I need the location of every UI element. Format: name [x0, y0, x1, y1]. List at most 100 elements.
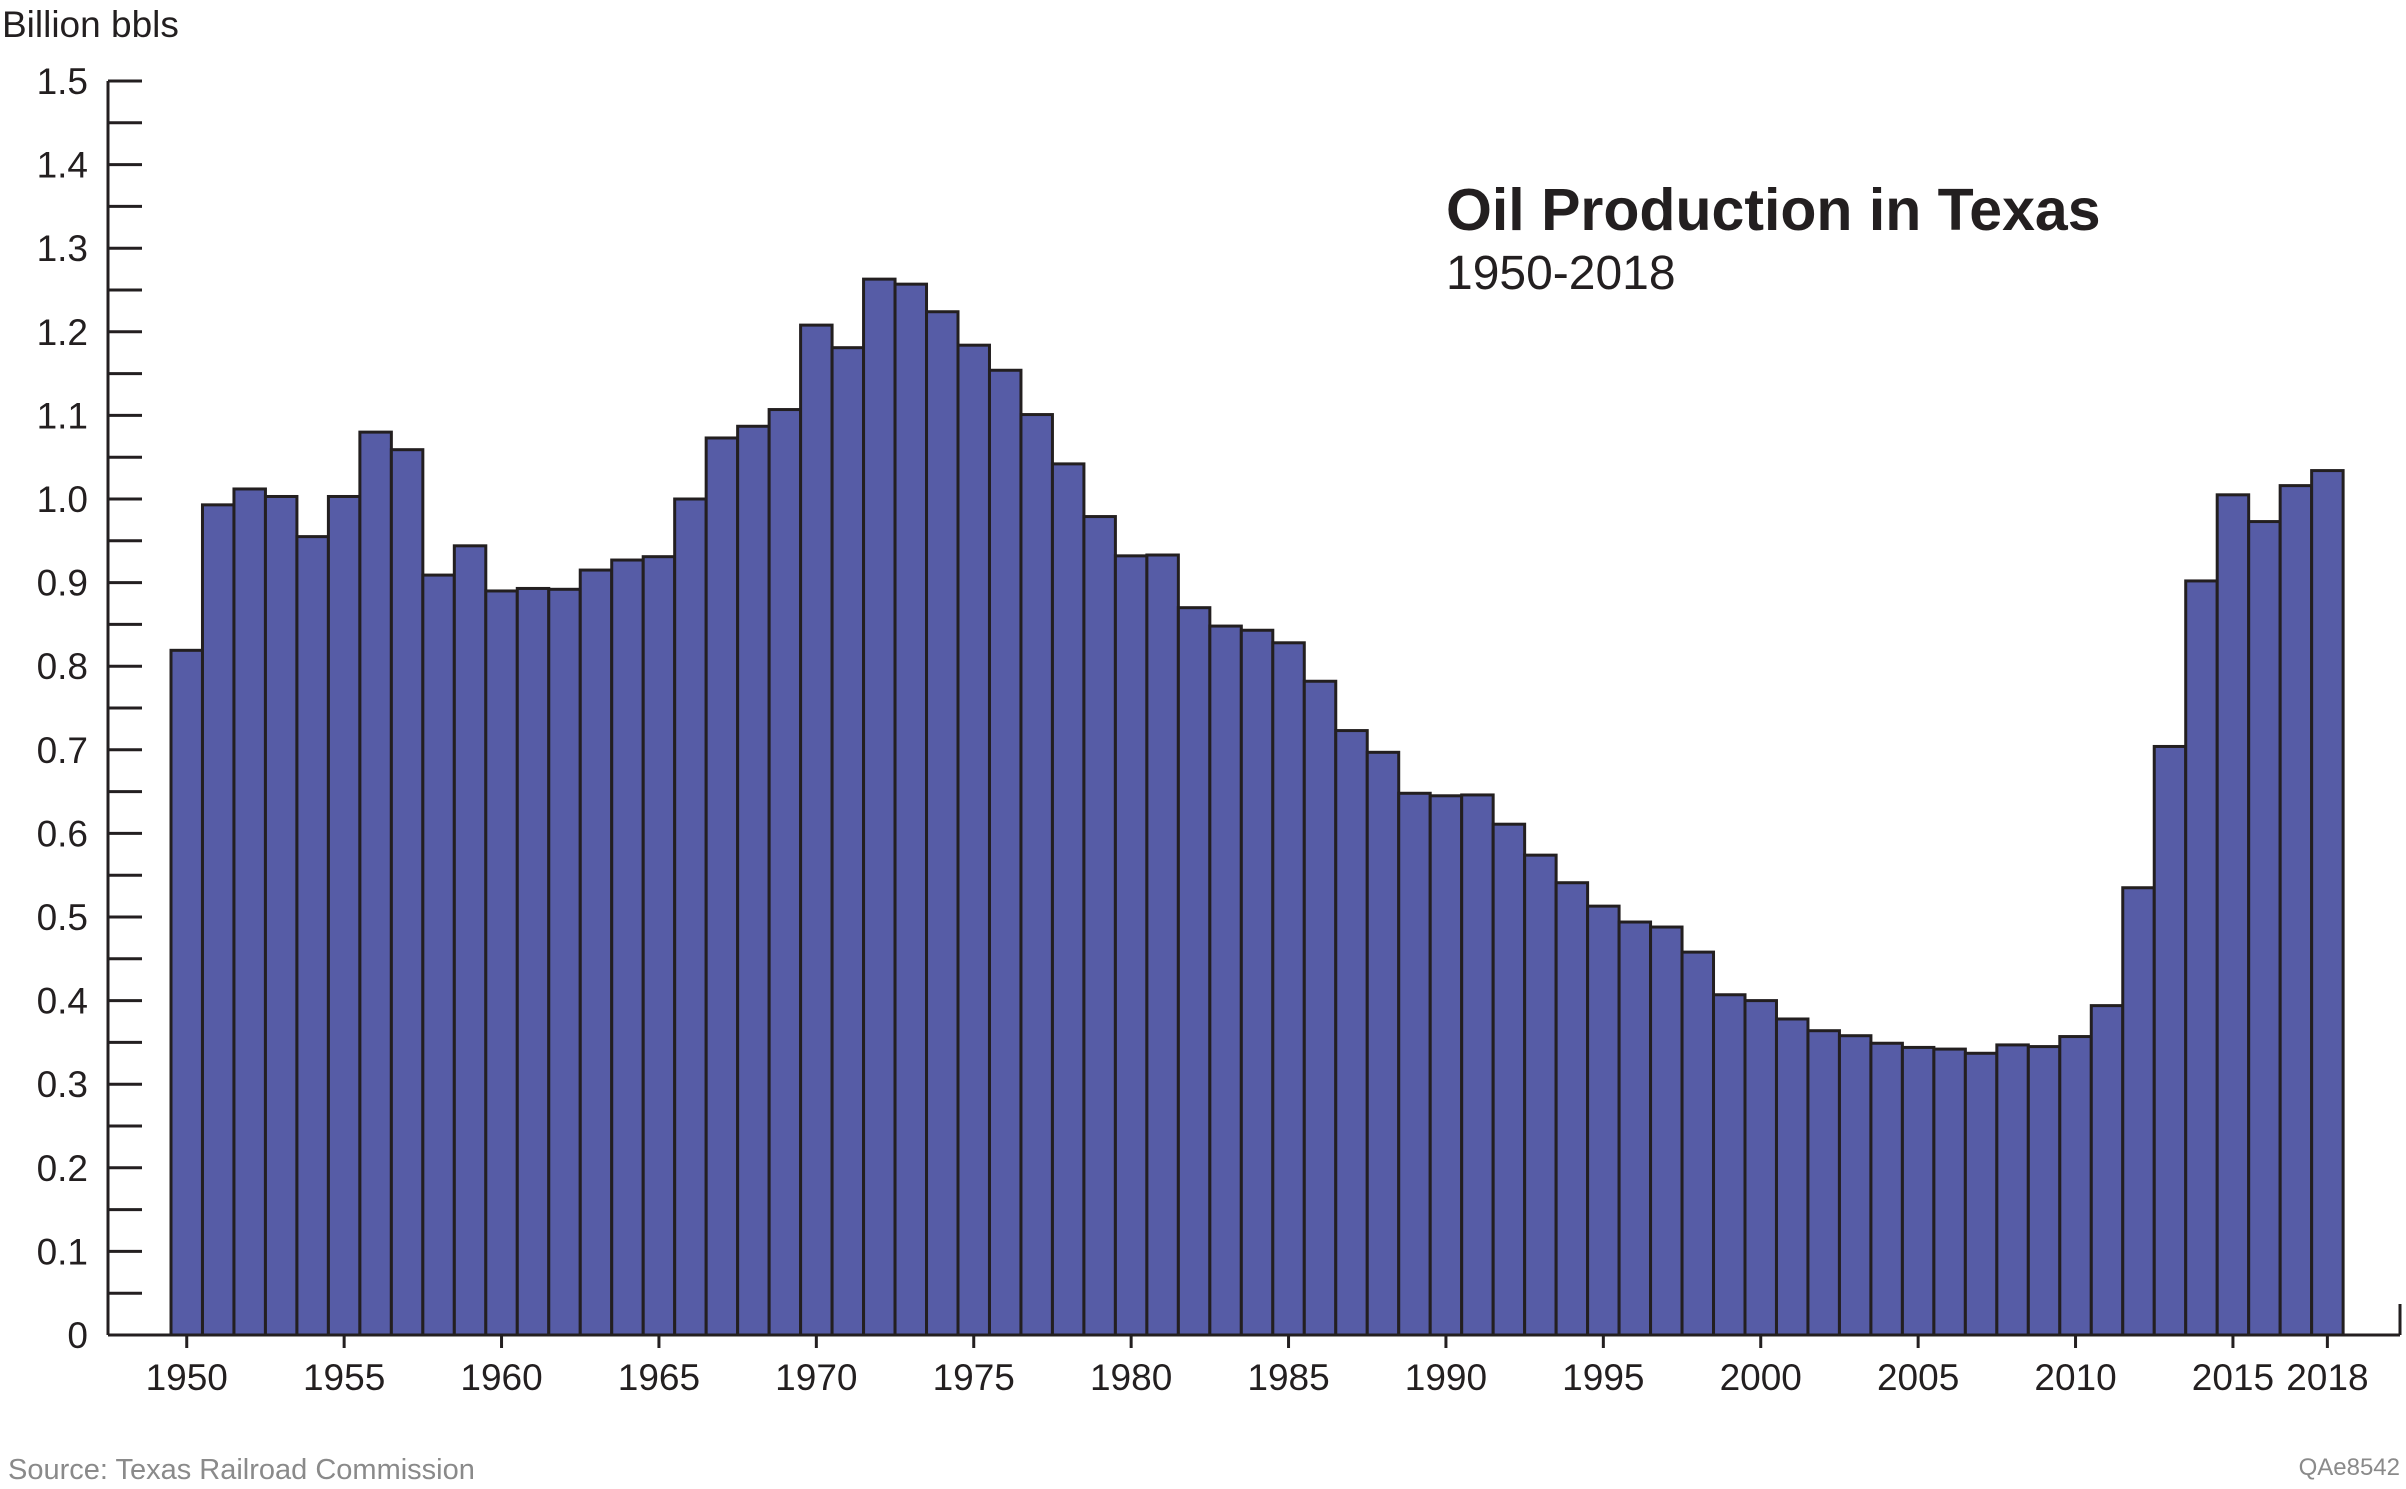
bar-1961	[515, 586, 551, 1337]
bar-1986	[1302, 679, 1338, 1337]
x-tick-label: 1950	[146, 1357, 228, 1398]
bar-1958	[421, 573, 456, 1337]
bar-2016	[2247, 520, 2282, 1337]
bar-1956	[358, 430, 393, 1337]
y-tick-label: 1.0	[37, 479, 88, 520]
bar-1953	[263, 494, 299, 1337]
bar-1992	[1491, 822, 1527, 1337]
y-tick-label: 1.4	[37, 145, 88, 186]
bar-1993	[1523, 853, 1558, 1337]
x-axis: 1950 1955 1960 1965 1970 1975 1980 1985 1990 1995…	[108, 1304, 2402, 1398]
bar-2015	[2215, 493, 2251, 1337]
bar-1976	[987, 368, 1023, 1337]
bar-1999	[1712, 993, 1747, 1337]
x-tick-label: 1995	[1562, 1357, 1644, 1398]
bar-1950	[169, 648, 204, 1337]
bar-1997	[1649, 925, 1684, 1337]
bar-1970	[799, 323, 834, 1337]
x-tick-label: 2000	[1720, 1357, 1802, 1398]
figure-code: QAe8542	[2298, 1454, 2400, 1481]
bar-2007	[1963, 1051, 1999, 1337]
y-axis-label: Billion bbls	[2, 4, 179, 45]
y-tick-label: 0	[67, 1315, 88, 1356]
bar-1981	[1145, 553, 1180, 1337]
bar-1972	[862, 277, 897, 1337]
bar-1989	[1397, 791, 1432, 1337]
bar-1980	[1113, 554, 1149, 1337]
bar-1951	[200, 503, 236, 1337]
bar-1955	[326, 494, 362, 1337]
bar-1984	[1239, 628, 1275, 1337]
x-tick-label: 2010	[2034, 1357, 2116, 1398]
bar-2004	[1869, 1041, 1904, 1337]
bar-1982	[1176, 606, 1212, 1337]
x-tick-label: 1975	[933, 1357, 1015, 1398]
bar-1977	[1019, 413, 1054, 1337]
bar-1967	[704, 436, 740, 1337]
bar-1964	[610, 558, 645, 1337]
bar-2001	[1774, 1017, 1810, 1337]
x-tick-label: 1955	[303, 1357, 385, 1398]
chart-title: Oil Production in Texas	[1446, 177, 2101, 243]
bar-1971	[830, 346, 866, 1337]
bar-1973	[893, 282, 929, 1337]
y-tick-label: 0.5	[37, 897, 88, 938]
x-tick-label: 1970	[775, 1357, 857, 1398]
bar-1966	[673, 497, 708, 1337]
y-tick-label: 1.3	[37, 228, 88, 269]
bar-2014	[2184, 579, 2219, 1337]
bar-1960	[484, 589, 519, 1337]
x-tick-label: 1990	[1405, 1357, 1487, 1398]
bar-1969	[767, 408, 803, 1337]
bar-1996	[1617, 920, 1653, 1337]
bar-1998	[1680, 950, 1716, 1337]
bar-1995	[1586, 904, 1621, 1337]
bar-2006	[1932, 1047, 1967, 1337]
bar-2011	[2089, 1004, 2125, 1337]
bar-1987	[1334, 729, 1369, 1337]
x-tick-label: 2005	[1877, 1357, 1959, 1398]
bar-2009	[2026, 1045, 2062, 1337]
y-tick-label: 0.3	[37, 1064, 88, 1105]
bar-1952	[232, 487, 267, 1337]
bar-2010	[2058, 1035, 2093, 1337]
bar-1978	[1050, 462, 1086, 1337]
x-tick-label: 2018	[2286, 1357, 2368, 1398]
bar-1983	[1208, 624, 1243, 1337]
y-tick-label: 0.2	[37, 1148, 88, 1189]
y-tick-label: 0.9	[37, 563, 88, 604]
bars-group	[169, 277, 2345, 1337]
bar-2018	[2310, 469, 2345, 1337]
bar-1965	[641, 555, 677, 1337]
bar-2008	[1995, 1043, 2030, 1337]
chart-subtitle: 1950-2018	[1446, 247, 1676, 300]
bar-1994	[1554, 881, 1590, 1337]
x-tick-label: 1965	[618, 1357, 700, 1398]
bar-1957	[389, 448, 425, 1337]
bar-2003	[1837, 1034, 1873, 1337]
bar-2002	[1806, 1029, 1841, 1337]
bar-2017	[2278, 484, 2314, 1337]
bar-2000	[1743, 999, 1778, 1337]
y-tick-label: 0.8	[37, 646, 88, 687]
y-tick-label: 1.1	[37, 395, 88, 436]
x-tick-label: 2015	[2192, 1357, 2274, 1398]
bar-1962	[547, 587, 582, 1337]
y-tick-label: 1.5	[37, 61, 88, 102]
bar-1959	[452, 544, 488, 1337]
bar-1985	[1271, 641, 1306, 1337]
y-tick-label: 0.1	[37, 1231, 88, 1272]
y-tick-label: 0.4	[37, 981, 88, 1022]
bar-2012	[2121, 886, 2156, 1337]
bar-2013	[2152, 744, 2188, 1337]
y-tick-label: 0.7	[37, 730, 88, 771]
bar-1979	[1082, 515, 1117, 1337]
bar-1974	[925, 310, 960, 1337]
bar-1975	[956, 343, 991, 1337]
y-tick-label: 1.2	[37, 312, 88, 353]
bar-1991	[1460, 793, 1495, 1337]
source-note: Source: Texas Railroad Commission	[8, 1454, 475, 1486]
x-tick-label: 1980	[1090, 1357, 1172, 1398]
bar-1954	[295, 535, 330, 1337]
